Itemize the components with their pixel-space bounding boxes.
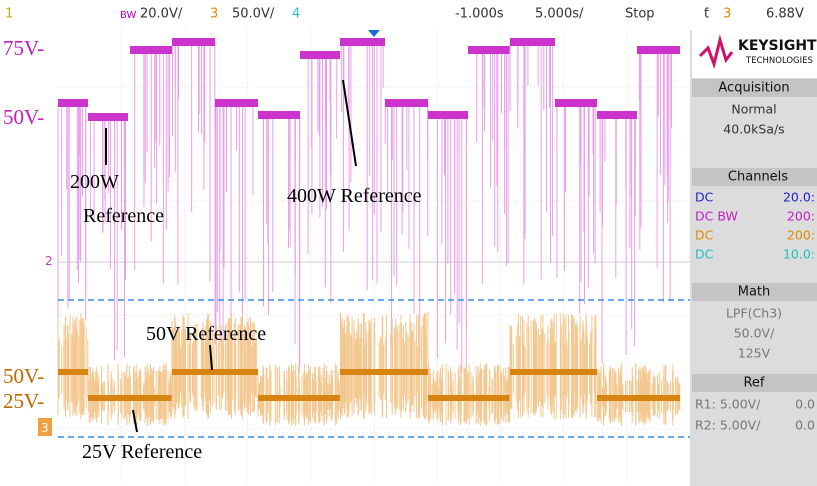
ref-scale: R1: 5.00V/	[695, 397, 761, 412]
trace	[428, 111, 468, 119]
section-title: Acquisition	[718, 81, 789, 96]
trigger-source[interactable]: 3	[723, 7, 731, 22]
trace	[215, 99, 258, 107]
level-label: 50V-	[3, 105, 44, 129]
trace	[258, 111, 300, 119]
level-label: 50V-	[3, 364, 44, 388]
section-title: Math	[738, 285, 771, 300]
trace	[88, 395, 172, 401]
trace	[130, 46, 172, 54]
trace	[510, 38, 555, 46]
trace	[428, 395, 510, 401]
trace	[510, 369, 597, 375]
trace	[58, 369, 88, 375]
level-label: 75V-	[3, 36, 44, 60]
channel-coupling: DC BW	[695, 209, 738, 224]
ref-scale: R2: 5.00V/	[695, 418, 761, 433]
acq-mode: Normal	[731, 102, 776, 117]
trace	[637, 46, 680, 54]
brand: KEYSIGHT	[738, 38, 817, 54]
scope-screen: 1 BW 20.0V/ 3 50.0V/ 4 -1.000s 5.000s/ S…	[0, 0, 817, 486]
math-scale: 50.0V/	[734, 326, 775, 341]
ref-offset: 0.0	[795, 418, 815, 433]
trace	[300, 51, 340, 59]
ref-offset: 0.0	[795, 397, 815, 412]
channel-coupling: DC	[695, 190, 714, 205]
ch3-scale[interactable]: 50.0V/	[232, 7, 275, 22]
annotation: 400W Reference	[287, 185, 422, 207]
trace	[555, 99, 597, 107]
trace	[340, 369, 428, 375]
math-offset: 125V	[738, 346, 771, 361]
annotation: 200W	[70, 171, 119, 193]
trace	[172, 38, 215, 46]
trace	[58, 99, 88, 107]
side-panel: KEYSIGHT TECHNOLOGIES Acquisition Normal…	[690, 30, 817, 486]
ch4-label[interactable]: 4	[292, 7, 300, 22]
math-function: LPF(Ch3)	[726, 306, 782, 321]
ch3-label[interactable]: 3	[210, 7, 218, 22]
brand-sub: TECHNOLOGIES	[745, 56, 813, 66]
section-title: Ref	[743, 376, 764, 391]
section-title: Channels	[728, 170, 788, 185]
channel-scale: 200:	[787, 228, 815, 243]
trace	[258, 395, 340, 401]
channel-coupling: DC	[695, 228, 714, 243]
run-state[interactable]: Stop	[625, 7, 655, 22]
trace	[340, 38, 385, 46]
acq-rate: 40.0kSa/s	[723, 122, 784, 137]
trace	[468, 46, 510, 54]
timebase[interactable]: 5.000s/	[535, 7, 584, 22]
ch3-marker: 3	[41, 421, 49, 435]
annotation: Reference	[83, 205, 164, 227]
ch2-scale[interactable]: 20.0V/	[140, 7, 183, 22]
trace	[385, 99, 428, 107]
trigger-icon: ƭ	[704, 7, 709, 22]
trace	[172, 369, 258, 375]
trace	[88, 113, 128, 121]
ch1-label[interactable]: 1	[5, 7, 13, 22]
trace	[597, 111, 637, 119]
channel-scale: 200:	[787, 209, 815, 224]
bw-label: BW	[120, 10, 137, 21]
channel-coupling: DC	[695, 247, 714, 262]
ch2-marker: 2	[45, 254, 53, 268]
trace	[597, 395, 680, 401]
annotation: 25V Reference	[82, 441, 202, 463]
delay[interactable]: -1.000s	[455, 7, 504, 22]
level-label: 25V-	[3, 389, 44, 413]
channel-scale: 20.0:	[783, 190, 815, 205]
annotation: 50V Reference	[146, 323, 266, 345]
trigger-level[interactable]: 6.88V	[766, 7, 804, 22]
channel-scale: 10.0:	[783, 247, 815, 262]
